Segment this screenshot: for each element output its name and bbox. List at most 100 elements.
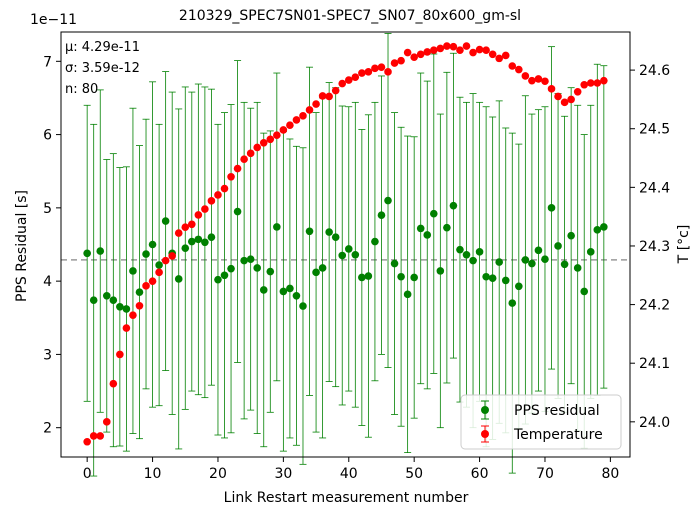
pps-residual-point [397,272,405,281]
temperature-point [129,311,137,319]
pps-residual-point [600,223,608,231]
pps-residual-point [338,251,347,260]
pps-residual-point [89,296,98,304]
pps-residual-point [102,291,111,300]
legend-box [460,394,622,450]
temperature-point [142,282,150,290]
temperature-point [116,350,124,359]
pps-residual-point [318,264,327,272]
pps-residual-point [534,246,543,255]
left-y-tick-label: 6 [43,128,52,144]
temperature-point [534,75,543,83]
right-y-axis-ticks: 24.0 24.1 24.2 24.3 24.4 24.5 24.6 [630,63,670,431]
pps-residual-point [495,258,503,266]
temperature-point [390,59,399,67]
legend-item-temperature: Temperature [481,425,603,443]
temperature-point [586,79,595,87]
x-tick-label: 70 [536,466,554,482]
right-y-tick-label: 24.1 [639,356,670,372]
temperature-point [436,44,445,53]
left-y-tick-label: 7 [43,54,52,70]
x-tick-label: 30 [274,466,292,482]
stats-count: n: 80 [65,82,98,97]
plot-frame [60,31,631,458]
temperature-point [593,79,602,87]
pps-residual-point [469,256,477,265]
pps-residual-point [129,267,137,275]
pps-residual-point [181,244,190,252]
pps-residual-point [259,286,268,294]
temperature-point [600,76,608,85]
pps-residual-point [227,264,235,273]
temperature-point [253,143,262,152]
temperature-point [560,98,569,107]
temperature-point [201,205,209,213]
pps-residual-point [423,231,432,239]
pps-residual-point [521,256,530,264]
stats-mean: μ: 4.29e-11 [65,40,140,55]
temperature-point [331,86,340,95]
pps-residual-point [554,242,562,250]
pps-residual-point [449,201,458,210]
stats-sigma: σ: 3.59e-12 [65,61,140,76]
x-tick-label: 50 [405,466,423,482]
temperature-point [403,48,412,57]
temperature-point [384,68,392,76]
temperature-point [168,252,176,260]
pps-residual-point [325,228,333,236]
pps-residual-point [109,296,118,304]
pps-residual-point [416,224,425,233]
pps-residual-point [410,273,418,282]
pps-residual-point [436,267,445,275]
right-y-tick-label: 24.3 [639,239,670,255]
temperature-point [449,42,458,51]
pps-residual-point [253,264,262,272]
pps-residual-point [462,250,471,259]
temperature-point [109,379,118,388]
pps-residual-point [541,255,549,263]
pps-residual-point [429,209,438,218]
temperature-point [521,72,530,80]
temperature-point [547,85,556,93]
pps-residual-point [122,305,131,313]
pps-residual-point [279,287,288,296]
temperature-point [501,51,510,60]
temperature-point [325,92,333,101]
pps-residual-point [312,268,320,277]
right-y-tick-label: 24.5 [639,122,670,138]
temperature-point [397,56,405,65]
x-axis-ticks: 0 10 20 30 40 50 60 70 80 [83,457,619,482]
pps-residual-point [593,226,602,234]
legend-pps-marker [481,406,489,414]
pps-residual-point [240,256,248,265]
legend-temp-label: Temperature [513,427,603,443]
x-tick-label: 10 [144,466,162,482]
temperature-point [207,197,216,205]
pps-residual-point [488,274,497,283]
pps-residual-point [83,249,91,258]
pps-residual-point [292,291,301,300]
temperature-point [233,164,242,173]
pps-residual-point [573,264,582,272]
pps-residual-point [148,240,157,249]
temperature-point [273,131,281,139]
temperature-point [338,79,347,88]
pps-residual-point [286,284,294,293]
temperature-point [266,135,275,144]
temperature-point [220,184,229,193]
right-y-tick-label: 24.4 [639,180,670,196]
temperature-point [580,80,589,89]
temperature-point [515,65,523,74]
temperature-point [344,76,353,84]
temperature-point [299,112,307,120]
pps-residual-point [528,259,536,268]
pps-residual-point [201,238,209,247]
pps-residual-point [299,302,307,310]
pps-residual-point [155,261,163,269]
pps-residual-point [515,282,523,291]
temperature-point [135,301,144,310]
left-y-tick-label: 5 [43,201,52,217]
pps-residual-point [377,211,386,219]
pps-residual-series [83,196,608,313]
temperature-point [155,268,163,277]
